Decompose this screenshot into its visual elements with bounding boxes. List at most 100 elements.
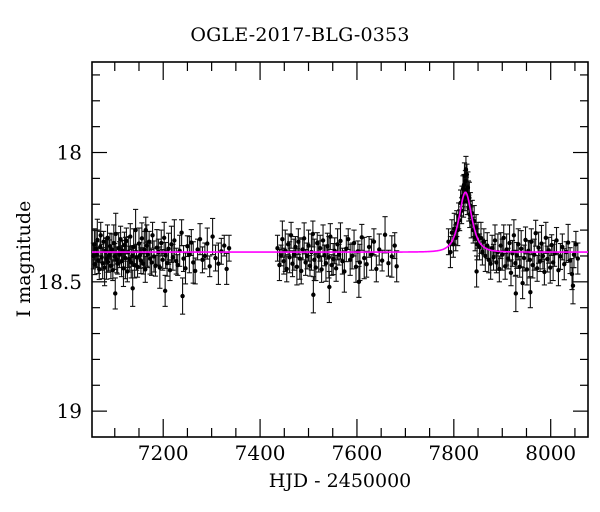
data-point [183,266,188,271]
data-point [310,231,316,237]
data-point [159,240,164,246]
data-point [529,239,534,244]
plot-frame [91,61,589,438]
data-point [351,240,357,246]
data-point [486,257,491,263]
data-point [154,245,160,250]
data-point [333,266,339,271]
data-point [489,246,495,251]
data-point [113,291,118,296]
data-point [353,264,359,270]
x-tick-label: 8000 [525,441,576,465]
data-point [123,255,128,261]
data-point [328,234,333,239]
data-point [331,256,336,262]
data-point [511,233,517,238]
data-point [478,235,484,241]
data-point [491,255,496,260]
data-point [513,261,518,266]
data-point [144,243,149,248]
data-point [280,236,285,242]
data-point [106,253,112,258]
data-point [492,238,498,243]
data-point [480,249,485,255]
data-point [138,258,144,263]
data-point [481,239,487,244]
data-point [520,280,525,286]
data-point [562,262,567,267]
data-point [550,260,556,265]
data-point [300,247,305,252]
data-point [275,246,280,251]
data-point [284,266,289,272]
data-point [162,288,168,294]
data-point [374,266,379,272]
data-point [278,253,284,258]
data-point [112,254,117,259]
data-point [161,235,167,241]
chart-title: OGLE-2017-BLG-0353 [190,24,410,46]
data-point [371,239,377,244]
data-point [224,266,229,272]
x-tick-label: 7200 [138,441,189,465]
data-point [325,243,330,249]
data-point [116,246,121,251]
data-point [474,269,479,274]
data-point [570,283,576,288]
data-point [465,185,471,190]
data-point [288,233,294,238]
data-point [105,235,110,241]
data-point [335,242,340,247]
data-point [464,172,470,177]
data-point [340,258,345,264]
data-point [111,240,116,246]
data-point [277,262,282,268]
data-point [98,244,103,250]
data-point [326,255,332,260]
data-point [296,239,301,244]
data-point [197,236,203,242]
data-point [207,264,212,269]
data-point [336,252,342,257]
data-point [558,254,563,259]
data-point [167,267,173,273]
data-point [110,267,116,273]
data-point [505,256,511,261]
data-point [129,260,134,265]
data-point [549,242,554,248]
x-axis-label: HJD - 2450000 [268,470,412,492]
data-point [347,257,353,263]
data-point [205,241,210,246]
data-point [323,261,329,266]
data-point [560,244,565,250]
data-point [342,269,347,274]
data-point [320,238,326,243]
data-point [107,243,113,249]
data-point [151,254,157,259]
data-point [528,289,533,295]
data-point [128,234,133,239]
data-point [573,242,579,247]
data-point [527,257,533,263]
data-point [507,240,512,246]
data-point [291,252,297,257]
data-point [100,261,105,266]
data-point [303,260,308,265]
data-point [96,258,101,263]
data-point [534,266,540,271]
data-point [130,253,135,259]
data-point [133,227,138,233]
data-point [477,244,482,250]
data-point [554,238,559,243]
data-point [92,242,97,247]
data-point [327,284,332,290]
data-point [523,237,528,243]
data-point [122,242,127,248]
data-point [287,255,292,260]
tick-labels: 7200 7400 7600 7800 8000 18 18.5 19 [37,141,576,465]
data-point [359,235,364,240]
data-point [119,258,124,264]
data-point [145,252,150,257]
data-point [293,244,298,250]
